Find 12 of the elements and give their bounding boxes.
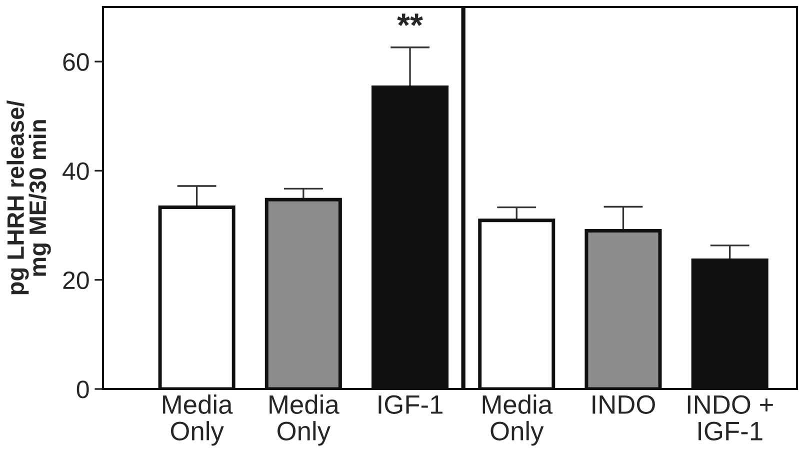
- y-tick-label: 40: [62, 162, 89, 180]
- x-tick-label: Media Only: [163, 394, 233, 446]
- x-tick-label: Media Only: [482, 394, 553, 446]
- x-tick-label: INDO: [592, 395, 655, 414]
- annotation: **: [397, 14, 423, 26]
- y-tick-label: 60: [63, 53, 89, 71]
- x-tick-label: INDO + IGF-1: [688, 395, 773, 440]
- x-tick-label: Media Only: [270, 394, 340, 446]
- x-tick-label: IGF-1: [378, 395, 442, 414]
- y-axis-title: pg LHRH release/ mg ME/30 min: [6, 100, 51, 294]
- y-tick-label: 0: [76, 380, 89, 398]
- y-tick-label: 20: [63, 271, 89, 290]
